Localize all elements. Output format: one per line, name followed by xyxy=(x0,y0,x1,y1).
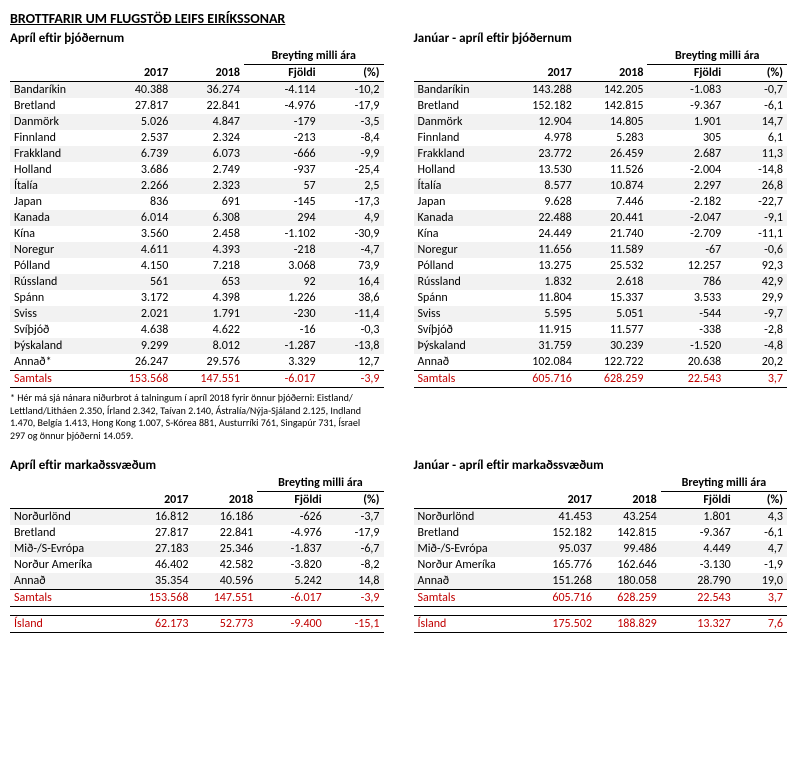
table-row: Kína3.5602.458-1.102-30,9 xyxy=(10,226,384,242)
table-row: Noregur4.6114.393-218-4,7 xyxy=(10,242,384,258)
table-row: Svíþjóð4.6384.622-16-0,3 xyxy=(10,322,384,338)
col-group-change: Breyting milli ára xyxy=(661,475,787,492)
col-2018: 2018 xyxy=(576,65,648,82)
table-row: Finnland4.9785.2833056,1 xyxy=(414,130,788,146)
col-2017: 2017 xyxy=(504,65,576,82)
section-title-janapr-nat: Janúar - apríl eftir þjóðernum xyxy=(414,31,788,46)
table-april-mkt: Breyting milli ára20172018Fjöldi(%)Norðu… xyxy=(10,475,384,633)
table-row: Holland13.53011.526-2.004-14,8 xyxy=(414,162,788,178)
table-row: Sviss2.0211.791-230-11,4 xyxy=(10,306,384,322)
table-row: Mið-/S-Evrópa27.18325.346-1.837-6,7 xyxy=(10,541,384,557)
table-row: Norðurlönd16.81216.186-626-3,7 xyxy=(10,509,384,526)
table-row: Japan836691-145-17,3 xyxy=(10,194,384,210)
table-row: Bandaríkin143.288142.205-1.083-0,7 xyxy=(414,82,788,99)
island-row: Ísland62.17352.773-9.400-15,1 xyxy=(10,616,384,633)
col-pct: (%) xyxy=(326,492,384,509)
table-row: Danmörk12.90414.8051.90114,7 xyxy=(414,114,788,130)
table-janapr-nat: Breyting milli ára 20172018Fjöldi(%)Banda… xyxy=(414,48,788,388)
table-row: Finnland2.5372.324-213-8,4 xyxy=(10,130,384,146)
table-row: Kína24.44921.740-2.709-11,1 xyxy=(414,226,788,242)
table-row: Pólland4.1507.2183.06873,9 xyxy=(10,258,384,274)
col-pct: (%) xyxy=(320,65,384,82)
table-row: Noregur11.65611.589-67-0,6 xyxy=(414,242,788,258)
col-group-change: Breyting milli ára xyxy=(244,48,384,65)
col-group-change: Breyting milli ára xyxy=(257,475,383,492)
section-title-april-nat: Apríl eftir þjóðernum xyxy=(10,31,384,46)
table-row: Mið-/S-Evrópa95.03799.4864.4494,7 xyxy=(414,541,788,557)
totals-row: Samtals153.568147.551-6.017-3,9 xyxy=(10,590,384,607)
col-count: Fjöldi xyxy=(257,492,325,509)
table-row: Bretland152.182142.815-9.367-6,1 xyxy=(414,525,788,541)
col-count: Fjöldi xyxy=(244,65,320,82)
table-row: Þýskaland9.2998.012-1.287-13,8 xyxy=(10,338,384,354)
col-2017: 2017 xyxy=(531,492,596,509)
page-title: BROTTFARIR UM FLUGSTÖÐ LEIFS EIRÍKSSONAR xyxy=(10,10,787,27)
col-pct: (%) xyxy=(735,492,787,509)
col-pct: (%) xyxy=(725,65,787,82)
totals-row: Samtals605.716628.25922.5433,7 xyxy=(414,371,788,388)
section-title-april-mkt: Apríl eftir markaðssvæðum xyxy=(10,458,384,473)
table-row: Sviss5.5955.051-544-9,7 xyxy=(414,306,788,322)
table-row: Kanada22.48820.441-2.047-9,1 xyxy=(414,210,788,226)
table-row: Frakkland23.77226.4592.68711,3 xyxy=(414,146,788,162)
table-row: Rússland1.8322.61878642,9 xyxy=(414,274,788,290)
table-row: Danmörk5.0264.847-179-3,5 xyxy=(10,114,384,130)
table-row: Spánn11.80415.3373.53329,9 xyxy=(414,290,788,306)
table-row: Annað102.084122.72220.63820,2 xyxy=(414,354,788,371)
table-row: Norðurlönd41.45343.2541.8014,3 xyxy=(414,509,788,526)
table-april-nat: Breyting milli ára 20172018Fjöldi(%)Banda… xyxy=(10,48,384,388)
table-row: Rússland5616539216,4 xyxy=(10,274,384,290)
table-janapr-mkt: Breyting milli ára20172018Fjöldi(%)Norðu… xyxy=(414,475,788,633)
island-row: Ísland175.502188.82913.3277,6 xyxy=(414,616,788,633)
col-count: Fjöldi xyxy=(661,492,735,509)
table-row: Annað35.35440.5965.24214,8 xyxy=(10,573,384,590)
col-2018: 2018 xyxy=(596,492,661,509)
table-row: Annað*26.24729.5763.32912,7 xyxy=(10,354,384,371)
col-2017: 2017 xyxy=(101,65,173,82)
table-row: Ítalía2.2662.323572,5 xyxy=(10,178,384,194)
col-count: Fjöldi xyxy=(647,65,725,82)
table-row: Frakkland6.7396.073-666-9,9 xyxy=(10,146,384,162)
totals-row: Samtals605.716628.25922.5433,7 xyxy=(414,590,788,607)
table-row: Ítalía8.57710.8742.29726,8 xyxy=(414,178,788,194)
table-row: Holland3.6862.749-937-25,4 xyxy=(10,162,384,178)
col-2018: 2018 xyxy=(192,492,257,509)
table-row: Kanada6.0146.3082944,9 xyxy=(10,210,384,226)
table-row: Norður Ameríka46.40242.582-3.820-8,2 xyxy=(10,557,384,573)
col-2017: 2017 xyxy=(128,492,193,509)
table-row: Spánn3.1724.3981.22638,6 xyxy=(10,290,384,306)
totals-row: Samtals153.568147.551-6.017-3,9 xyxy=(10,371,384,388)
table-row: Japan9.6287.446-2.182-22,7 xyxy=(414,194,788,210)
table-row: Annað151.268180.05828.79019,0 xyxy=(414,573,788,590)
table-row: Norður Ameríka165.776162.646-3.130-1,9 xyxy=(414,557,788,573)
table-row: Þýskaland31.75930.239-1.520-4,8 xyxy=(414,338,788,354)
col-group-change: Breyting milli ára xyxy=(647,48,787,65)
section-title-janapr-mkt: Janúar - apríl eftir markaðssvæðum xyxy=(414,458,788,473)
table-row: Bandaríkin40.38836.274-4.114-10,2 xyxy=(10,82,384,99)
table-row: Bretland27.81722.841-4.976-17,9 xyxy=(10,525,384,541)
footnote: * Hér má sjá nánara niðurbrot á talningu… xyxy=(10,392,370,442)
table-row: Svíþjóð11.91511.577-338-2,8 xyxy=(414,322,788,338)
table-row: Bretland27.81722.841-4.976-17,9 xyxy=(10,98,384,114)
col-2018: 2018 xyxy=(172,65,244,82)
table-row: Bretland152.182142.815-9.367-6,1 xyxy=(414,98,788,114)
table-row: Pólland13.27525.53212.25792,3 xyxy=(414,258,788,274)
